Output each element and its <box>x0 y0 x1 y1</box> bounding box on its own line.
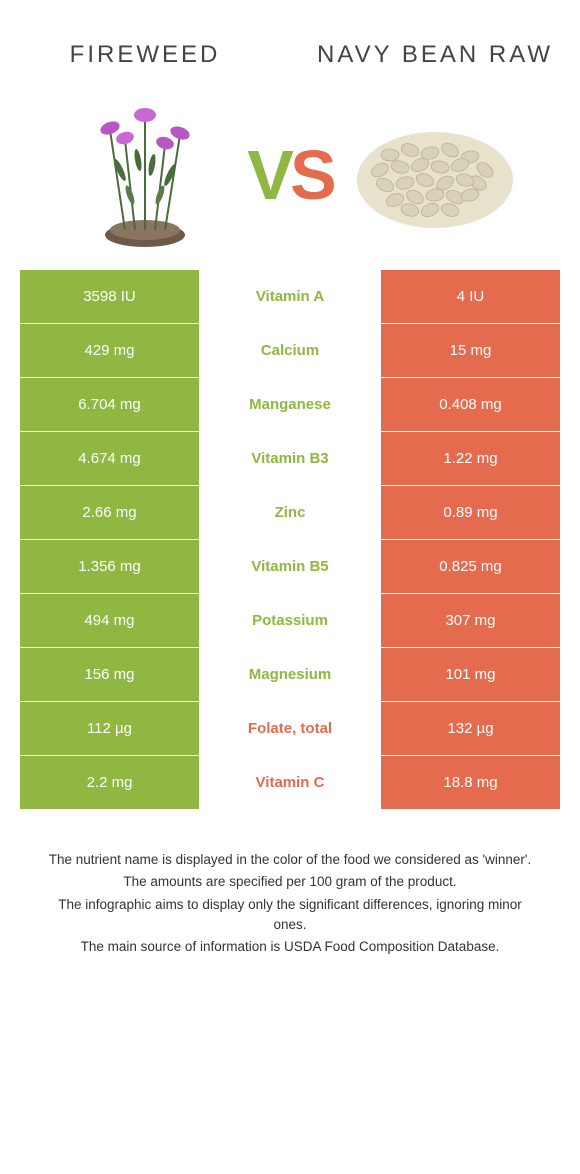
nutrient-name-cell: Potassium <box>200 594 380 647</box>
nutrient-name-cell: Zinc <box>200 486 380 539</box>
right-value-cell: 0.825 mg <box>380 540 560 593</box>
table-row: 156 mgMagnesium101 mg <box>20 648 560 702</box>
right-value-cell: 18.8 mg <box>380 756 560 809</box>
fireweed-illustration <box>55 100 235 250</box>
footnote-line: The infographic aims to display only the… <box>40 895 540 936</box>
nutrient-name-cell: Vitamin A <box>200 270 380 323</box>
nutrient-name-cell: Folate, total <box>200 702 380 755</box>
right-value-cell: 15 mg <box>380 324 560 377</box>
navy-bean-illustration <box>345 100 525 250</box>
footnotes: The nutrient name is displayed in the co… <box>40 850 540 957</box>
nutrient-name-cell: Vitamin B3 <box>200 432 380 485</box>
nutrient-name-cell: Manganese <box>200 378 380 431</box>
vs-s-letter: S <box>290 136 333 214</box>
image-row: VS <box>0 90 580 260</box>
right-value-cell: 101 mg <box>380 648 560 701</box>
left-value-cell: 494 mg <box>20 594 200 647</box>
comparison-table: 3598 IUVitamin A4 IU429 mgCalcium15 mg6.… <box>20 270 560 810</box>
left-value-cell: 2.66 mg <box>20 486 200 539</box>
right-value-cell: 0.89 mg <box>380 486 560 539</box>
right-column-header: Navy bean raw <box>290 20 580 90</box>
table-row: 3598 IUVitamin A4 IU <box>20 270 560 324</box>
left-value-cell: 3598 IU <box>20 270 200 323</box>
right-value-cell: 132 µg <box>380 702 560 755</box>
nutrient-name-cell: Vitamin C <box>200 756 380 809</box>
left-food-title: Fireweed <box>0 20 290 90</box>
vs-v-letter: V <box>247 136 290 214</box>
right-value-cell: 1.22 mg <box>380 432 560 485</box>
left-value-cell: 2.2 mg <box>20 756 200 809</box>
left-value-cell: 429 mg <box>20 324 200 377</box>
footnote-line: The main source of information is USDA F… <box>40 937 540 957</box>
footnote-line: The nutrient name is displayed in the co… <box>40 850 540 870</box>
table-row: 2.66 mgZinc0.89 mg <box>20 486 560 540</box>
left-value-cell: 4.674 mg <box>20 432 200 485</box>
table-row: 1.356 mgVitamin B50.825 mg <box>20 540 560 594</box>
table-row: 494 mgPotassium307 mg <box>20 594 560 648</box>
table-row: 6.704 mgManganese0.408 mg <box>20 378 560 432</box>
table-row: 429 mgCalcium15 mg <box>20 324 560 378</box>
right-food-title: Navy bean raw <box>290 20 580 90</box>
left-value-cell: 156 mg <box>20 648 200 701</box>
vs-label: VS <box>247 135 332 215</box>
table-row: 2.2 mgVitamin C18.8 mg <box>20 756 560 810</box>
nutrient-name-cell: Magnesium <box>200 648 380 701</box>
right-image-box <box>290 90 580 260</box>
table-row: 4.674 mgVitamin B31.22 mg <box>20 432 560 486</box>
nutrient-name-cell: Vitamin B5 <box>200 540 380 593</box>
left-value-cell: 6.704 mg <box>20 378 200 431</box>
right-value-cell: 307 mg <box>380 594 560 647</box>
nutrient-name-cell: Calcium <box>200 324 380 377</box>
left-value-cell: 112 µg <box>20 702 200 755</box>
header: Fireweed Navy bean raw <box>0 0 580 90</box>
beans-icon <box>350 115 520 235</box>
right-value-cell: 0.408 mg <box>380 378 560 431</box>
footnote-line: The amounts are specified per 100 gram o… <box>40 872 540 892</box>
right-value-cell: 4 IU <box>380 270 560 323</box>
table-row: 112 µgFolate, total132 µg <box>20 702 560 756</box>
left-value-cell: 1.356 mg <box>20 540 200 593</box>
left-column-header: Fireweed <box>0 20 290 90</box>
plant-icon <box>70 100 220 250</box>
